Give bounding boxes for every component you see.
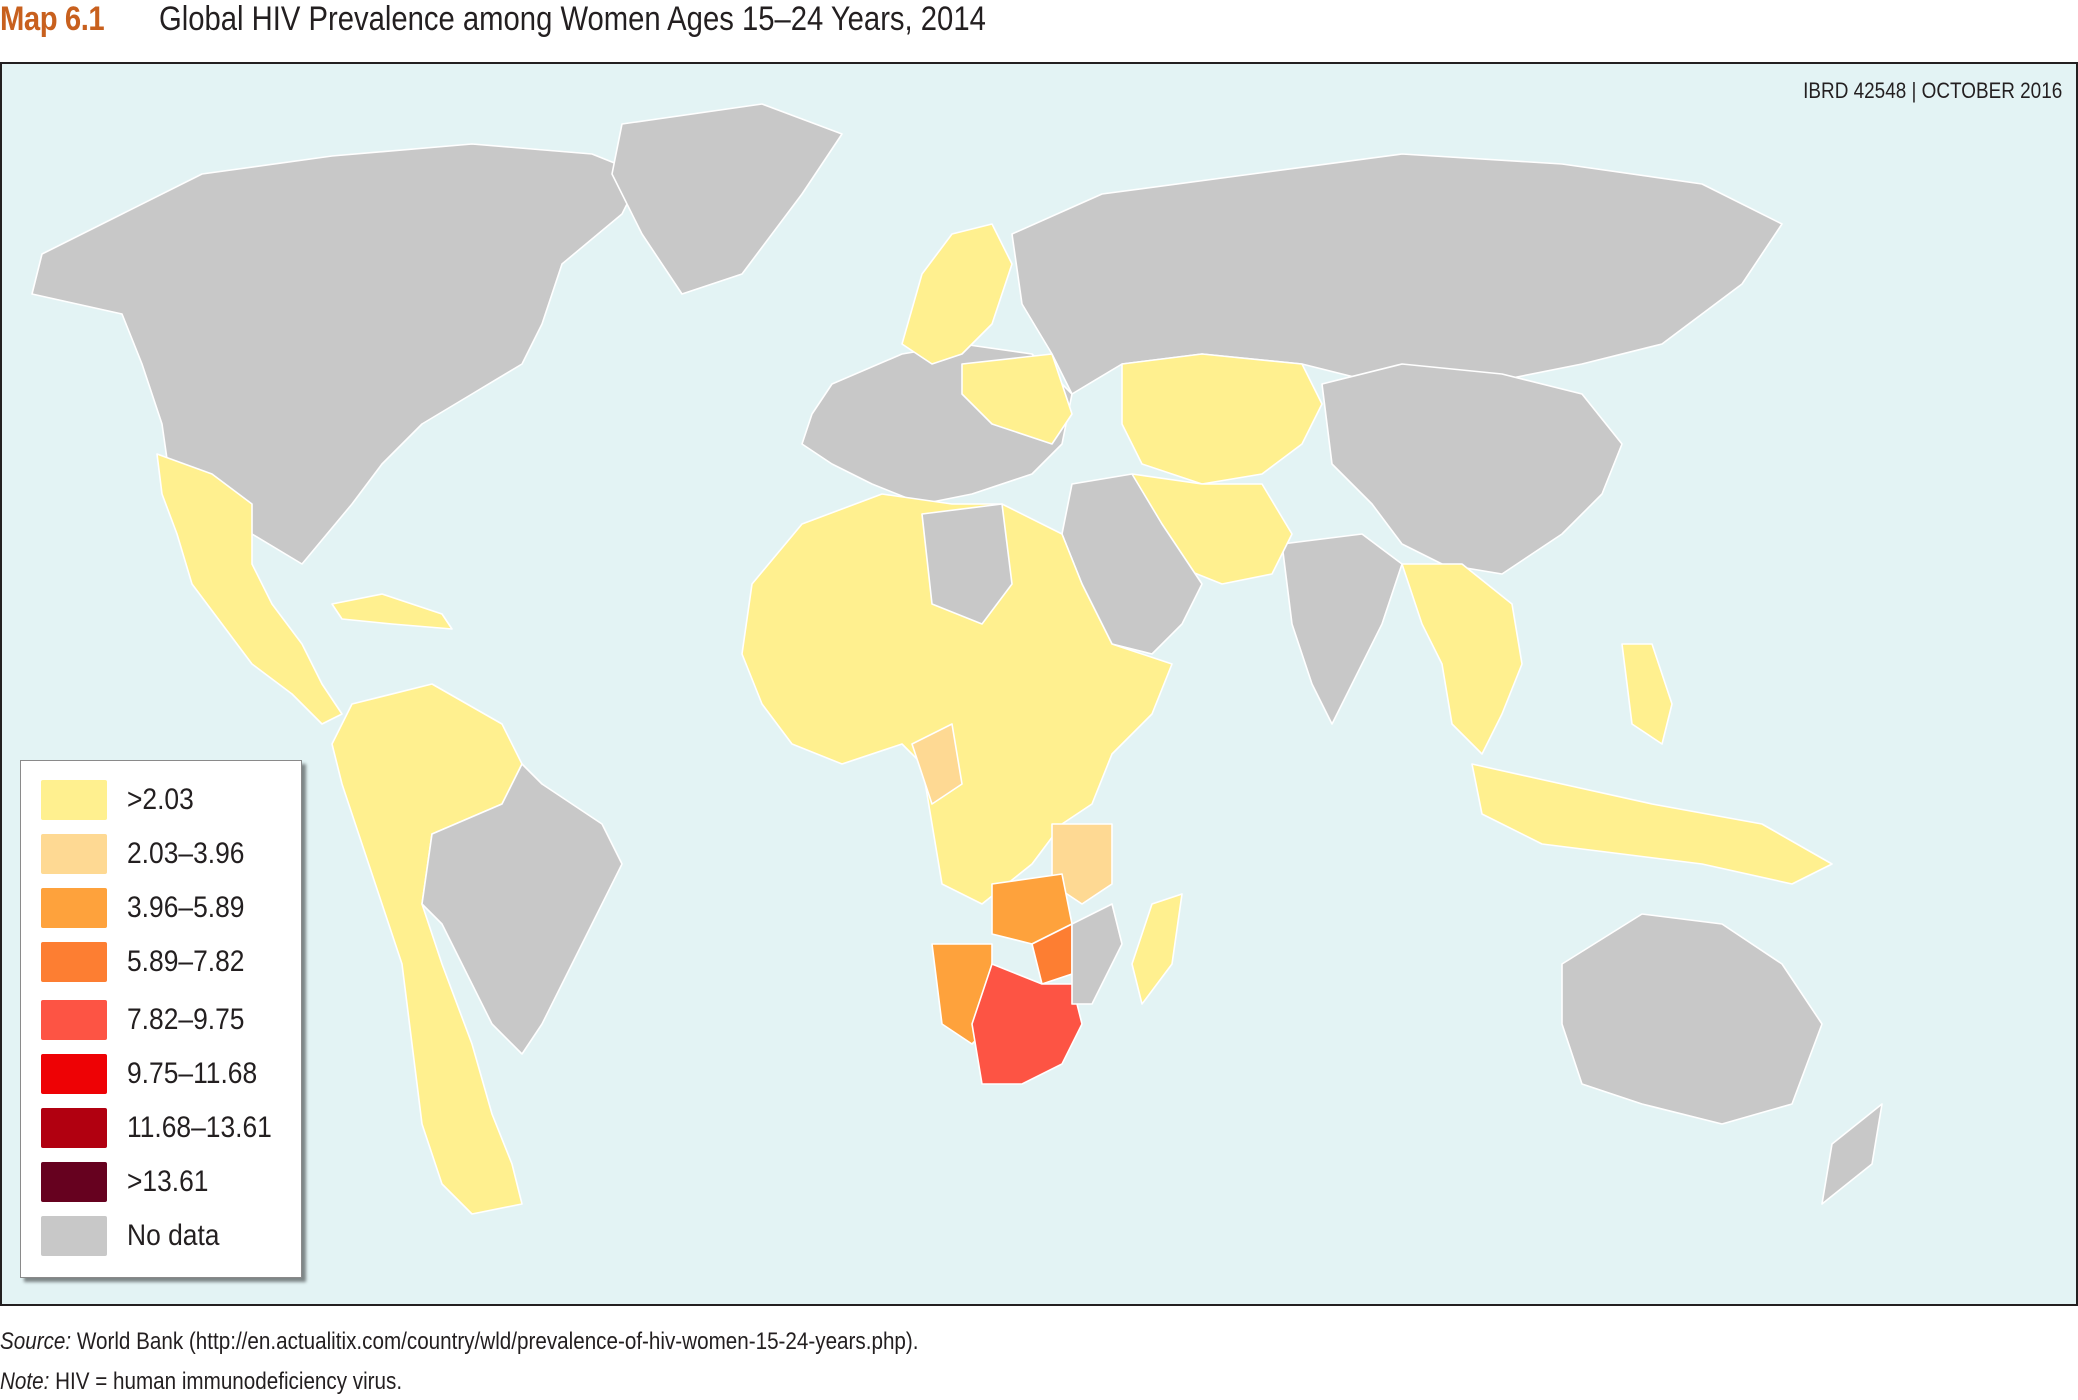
libya-nodata — [921, 503, 1013, 625]
map-title: Global HIV Prevalence among Women Ages 1… — [159, 0, 986, 38]
africa-light-orange — [911, 723, 963, 805]
legend-label-9: No data — [127, 1219, 220, 1252]
brazil-nodata — [421, 763, 623, 1055]
philippines — [1621, 643, 1673, 745]
legend-label-3: 3.96–5.89 — [127, 891, 245, 924]
legend-item-6: 9.75–11.68 — [41, 1053, 291, 1095]
legend: >2.03 2.03–3.96 3.96–5.89 5.89–7.82 7.82… — [20, 760, 302, 1278]
source-text: World Bank (http://en.actualitix.com/cou… — [71, 1328, 919, 1355]
tanzania-light-orange — [1051, 823, 1113, 905]
legend-item-1: >2.03 — [41, 779, 291, 821]
legend-label-2: 2.03–3.96 — [127, 837, 245, 870]
footnotes: Source: World Bank (http://en.actualitix… — [0, 1322, 2078, 1400]
legend-label-7: 11.68–13.61 — [127, 1111, 272, 1144]
legend-item-7: 11.68–13.61 — [41, 1107, 291, 1149]
southern-africa-red — [971, 963, 1083, 1085]
legend-item-8: >13.61 — [41, 1161, 291, 1203]
source-key: Source: — [0, 1328, 72, 1355]
map-number: Map 6.1 — [0, 0, 105, 38]
indonesia — [1471, 763, 1833, 885]
map-reference: IBRD 42548 | OCTOBER 2016 — [1802, 78, 2062, 103]
legend-label-4: 5.89–7.82 — [127, 945, 245, 978]
source-line: Source: World Bank (http://en.actualitix… — [0, 1322, 1787, 1362]
mexico-central-america — [156, 453, 343, 725]
legend-swatch-4 — [41, 942, 107, 982]
note-text: HIV = human immunodeficiency virus. — [49, 1368, 403, 1395]
southeast-asia — [1401, 563, 1523, 755]
legend-item-9: No data — [41, 1215, 291, 1257]
legend-label-1: >2.03 — [127, 783, 194, 816]
map-frame: IBRD 42548 | OCTOBER 2016 >2.03 2.03–3.9… — [0, 62, 2078, 1306]
legend-swatch-5 — [41, 1000, 107, 1040]
note-key: Note: — [0, 1368, 50, 1395]
greenland-nodata — [611, 103, 843, 295]
world-map — [31, 103, 1883, 1215]
legend-label-6: 9.75–11.68 — [127, 1057, 258, 1090]
mozambique-nodata — [1071, 903, 1123, 1005]
africa-yellow — [741, 493, 1173, 905]
legend-swatch-9 — [41, 1216, 107, 1256]
china-nodata — [1321, 363, 1623, 575]
north-america-nodata — [31, 143, 643, 565]
legend-item-5: 7.82–9.75 — [41, 999, 291, 1041]
title-row: Map 6.1 Global HIV Prevalence among Wome… — [0, 0, 1120, 40]
legend-label-5: 7.82–9.75 — [127, 1003, 245, 1036]
legend-item-4: 5.89–7.82 — [41, 941, 291, 983]
note-line: Note: HIV = human immunodeficiency virus… — [0, 1362, 1787, 1400]
new-zealand-nodata — [1821, 1103, 1883, 1205]
scandinavia — [901, 223, 1013, 365]
madagascar — [1131, 893, 1183, 1005]
caribbean — [331, 593, 453, 630]
central-asia — [1121, 353, 1323, 485]
legend-label-8: >13.61 — [127, 1165, 209, 1198]
legend-swatch-3 — [41, 888, 107, 928]
legend-item-2: 2.03–3.96 — [41, 833, 291, 875]
legend-item-3: 3.96–5.89 — [41, 887, 291, 929]
india-nodata — [1281, 533, 1403, 725]
legend-swatch-8 — [41, 1162, 107, 1202]
russia-nodata — [1011, 153, 1783, 395]
australia-nodata — [1561, 913, 1823, 1125]
legend-swatch-2 — [41, 834, 107, 874]
legend-swatch-6 — [41, 1054, 107, 1094]
legend-swatch-1 — [41, 780, 107, 820]
legend-swatch-7 — [41, 1108, 107, 1148]
